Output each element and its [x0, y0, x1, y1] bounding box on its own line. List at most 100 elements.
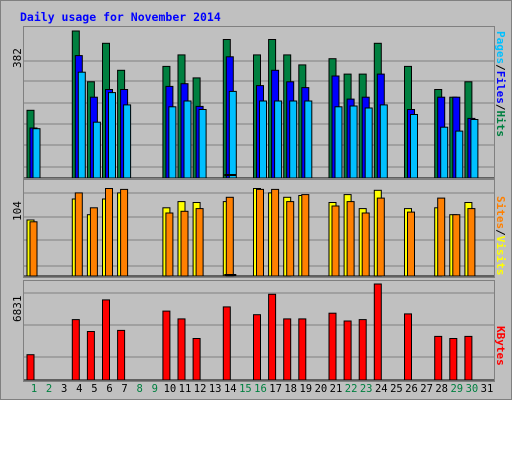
middle-bar-sites-day-7 — [120, 188, 129, 277]
day-label-21: 21 — [329, 383, 343, 395]
day-label-29: 29 — [450, 383, 464, 395]
top-bar-pages-day-11 — [183, 100, 192, 178]
day-label-28: 28 — [435, 383, 449, 395]
day-axis: 1 2 3 4 5 6 7 8 9 10 11 12 13 14 15 16 17 18 19 20 21 22 23 24 2… — [25, 383, 494, 397]
bottom-bar-kbytes-day-6 — [102, 299, 110, 381]
day-label-3: 3 — [61, 383, 68, 395]
bottom-bar-kbytes-day-12 — [192, 338, 201, 381]
top-bar-pages-day-5 — [92, 121, 101, 178]
middle-bar-sites-day-14 — [225, 196, 234, 277]
top-bar-pages-day-1 — [32, 128, 41, 178]
day-label-22: 22 — [344, 383, 358, 395]
bottom-bar-kbytes-day-14 — [222, 306, 231, 381]
middle-bar-sites-day-17 — [271, 188, 280, 277]
bottom-bar-kbytes-day-10 — [162, 310, 171, 381]
bottom-bar-kbytes-day-16 — [253, 314, 261, 381]
day-label-9: 9 — [151, 383, 158, 395]
middle-bar-sites-day-4 — [74, 192, 83, 277]
legend-pages: Pages — [494, 31, 507, 65]
top-bar-pages-day-28 — [440, 126, 449, 178]
day-label-26: 26 — [405, 383, 418, 395]
bottom-bar-kbytes-day-1 — [26, 354, 35, 381]
top-bar-pages-day-4 — [77, 71, 86, 178]
legend-sites: Sites — [494, 196, 507, 230]
top-bar-pages-day-21 — [334, 106, 343, 178]
top-bar-pages-day-7 — [123, 104, 132, 178]
legend-top: Pages/Files/Hits — [494, 31, 509, 171]
day-label-12: 12 — [193, 383, 207, 395]
day-label-25: 25 — [390, 383, 403, 395]
top-bar-pages-day-16 — [259, 100, 267, 178]
day-label-30: 30 — [465, 383, 479, 395]
middle-bar-sites-day-19 — [301, 194, 310, 277]
day-label-10: 10 — [163, 383, 177, 395]
rlabel-middle-separator-1: / — [494, 229, 507, 236]
panel-visits-sites — [23, 179, 495, 278]
day-label-20: 20 — [314, 383, 328, 395]
panel-kbytes — [23, 280, 495, 382]
panel-hits-files-pages — [23, 26, 495, 179]
day-label-16: 16 — [254, 383, 267, 395]
bottom-bar-kbytes-day-30 — [464, 335, 473, 381]
middle-bar-sites-day-22 — [346, 201, 355, 277]
middle-bar-sites-day-11 — [180, 210, 189, 277]
middle-bar-sites-day-18 — [286, 201, 295, 277]
legend-hits: Hits — [494, 110, 507, 138]
bottom-bar-kbytes-day-23 — [358, 319, 367, 381]
legend-bottom: KBytes — [494, 326, 509, 466]
day-label-6: 6 — [106, 383, 113, 395]
bottom-bar-kbytes-day-21 — [328, 312, 337, 381]
legend-files: Files — [494, 70, 507, 104]
bottom-bar-kbytes-day-28 — [434, 335, 443, 381]
day-label-14: 14 — [223, 383, 237, 395]
middle-bar-sites-day-16 — [256, 188, 264, 277]
bottom-bar-kbytes-day-19 — [298, 318, 307, 381]
legend-kbytes: KBytes — [494, 326, 507, 366]
day-label-24: 24 — [374, 383, 388, 395]
top-bar-pages-day-24 — [379, 104, 388, 178]
middle-bar-sites-day-29 — [452, 214, 461, 277]
bottom-bar-kbytes-day-5 — [86, 331, 95, 381]
day-label-15: 15 — [239, 383, 252, 395]
top-bar-pages-day-26 — [410, 114, 418, 178]
day-label-31: 31 — [480, 383, 494, 395]
day-label-5: 5 — [91, 383, 98, 395]
day-label-17: 17 — [269, 383, 282, 395]
day-label-2: 2 — [45, 383, 53, 395]
top-bar-pages-day-6 — [108, 92, 116, 178]
middle-bar-sites-day-28 — [437, 197, 446, 277]
legend-middle: Sites/Visits — [494, 196, 509, 336]
chart-middle-svg — [24, 188, 494, 277]
day-label-13: 13 — [208, 383, 222, 395]
bottom-bar-kbytes-day-26 — [404, 313, 412, 381]
day-label-19: 19 — [299, 383, 313, 395]
chart-top-svg — [24, 30, 494, 178]
day-label-4: 4 — [76, 383, 83, 395]
day-label-1: 1 — [30, 383, 38, 395]
bottom-bar-kbytes-day-17 — [268, 293, 277, 381]
day-label-8: 8 — [136, 383, 143, 395]
middle-bar-sites-day-6 — [105, 188, 113, 277]
middle-zero-marker-day-14 — [224, 274, 237, 276]
top-bar-pages-day-17 — [274, 100, 283, 178]
bottom-bar-kbytes-day-7 — [117, 329, 126, 381]
bottom-bar-kbytes-day-11 — [177, 318, 186, 381]
top-bar-pages-day-30 — [470, 119, 479, 178]
bottom-bar-kbytes-day-18 — [283, 318, 292, 381]
chart-bottom-svg — [24, 283, 494, 381]
rlabel-top-separator-1: / — [494, 64, 507, 71]
middle-bar-sites-day-21 — [331, 205, 340, 277]
top-bar-pages-day-18 — [289, 100, 298, 178]
top-zero-marker-day-14 — [224, 174, 237, 176]
middle-bar-sites-day-10 — [165, 212, 174, 277]
top-bar-pages-day-10 — [168, 106, 177, 178]
top-bar-pages-day-29 — [455, 130, 464, 178]
middle-bar-sites-day-23 — [361, 212, 370, 277]
top-bar-pages-day-22 — [349, 105, 358, 178]
middle-bar-sites-day-12 — [195, 208, 204, 277]
middle-bar-sites-day-1 — [29, 221, 38, 277]
middle-bar-sites-day-26 — [407, 211, 415, 277]
bottom-bar-kbytes-day-29 — [449, 338, 458, 381]
chart-title: Daily usage for November 2014 — [20, 10, 221, 24]
legend-visits: Visits — [494, 235, 507, 276]
